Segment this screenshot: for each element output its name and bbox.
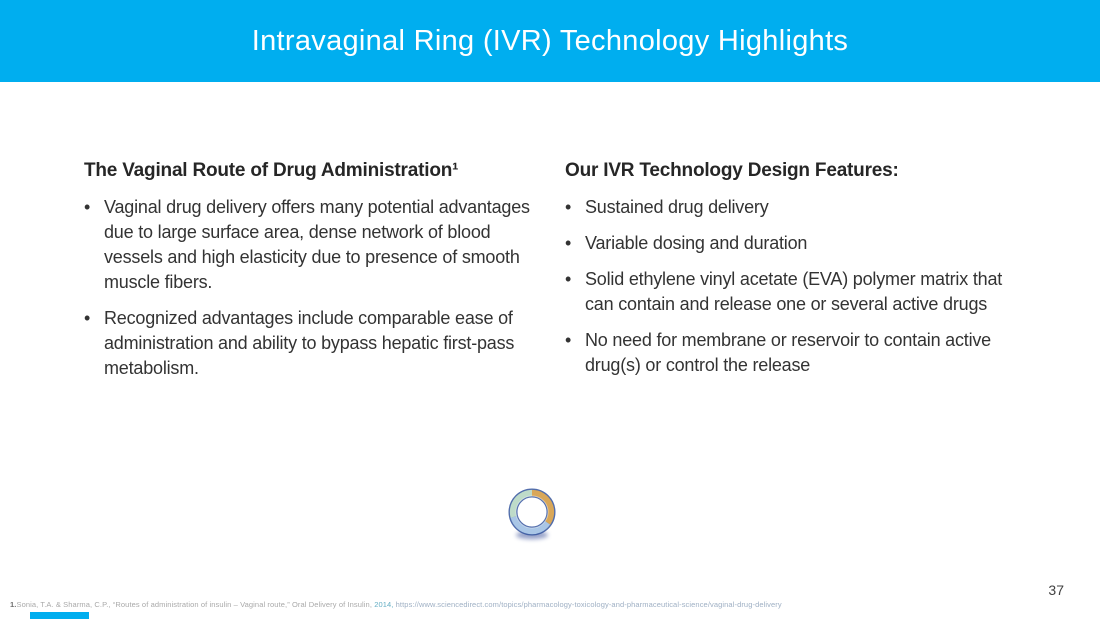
- left-column-heading: The Vaginal Route of Drug Administration…: [84, 160, 459, 181]
- list-item: • Recognized advantages include comparab…: [84, 306, 532, 381]
- bullet-marker: •: [84, 197, 91, 217]
- ring-highlight: [515, 495, 549, 529]
- ring-segment-blue: [510, 515, 551, 535]
- left-bullet-list: • Vaginal drug delivery offers many pote…: [84, 195, 532, 381]
- list-item: • Vaginal drug delivery offers many pote…: [84, 195, 532, 295]
- footnote-year: 2014,: [374, 600, 396, 609]
- footnote-citation: Sonia, T.A. & Sharma, C.P., “Routes of a…: [16, 600, 375, 609]
- bullet-text: Recognized advantages include comparable…: [104, 308, 515, 378]
- bullet-marker: •: [565, 233, 572, 253]
- page-number: 37: [1048, 582, 1064, 598]
- list-item: • Sustained drug delivery: [565, 195, 1023, 220]
- list-item: • No need for membrane or reservoir to c…: [565, 328, 1023, 378]
- right-column-heading: Our IVR Technology Design Features:: [565, 160, 899, 181]
- left-column: The Vaginal Route of Drug Administration…: [84, 160, 532, 392]
- title-banner: Intravaginal Ring (IVR) Technology Highl…: [0, 0, 1100, 82]
- right-bullet-list: • Sustained drug delivery • Variable dos…: [565, 195, 1023, 378]
- footnote-marker: 1.: [10, 600, 17, 609]
- bullet-marker: •: [84, 308, 91, 328]
- bottom-left-accent-bar: [30, 612, 89, 619]
- ivr-ring-graphic: [508, 488, 556, 540]
- bullet-text: Sustained drug delivery: [585, 197, 769, 217]
- bullet-marker: •: [565, 197, 572, 217]
- footnote: 1.Sonia, T.A. & Sharma, C.P., “Routes of…: [10, 600, 1070, 609]
- footnote-url-link[interactable]: https://www.sciencedirect.com/topics/pha…: [395, 600, 782, 609]
- ring-segment-green: [509, 489, 533, 518]
- bullet-marker: •: [565, 330, 572, 350]
- bullet-text: Solid ethylene vinyl acetate (EVA) polym…: [585, 269, 1003, 314]
- list-item: • Solid ethylene vinyl acetate (EVA) pol…: [565, 267, 1023, 317]
- bullet-text: No need for membrane or reservoir to con…: [585, 330, 991, 375]
- bullet-marker: •: [565, 269, 572, 289]
- list-item: • Variable dosing and duration: [565, 231, 1023, 256]
- bullet-text: Vaginal drug delivery offers many potent…: [104, 197, 530, 292]
- ring-segment-gold: [531, 489, 555, 525]
- bullet-text: Variable dosing and duration: [585, 233, 808, 253]
- ivr-ring-image: [500, 485, 564, 547]
- right-column: Our IVR Technology Design Features: • Su…: [565, 160, 1023, 389]
- slide-title: Intravaginal Ring (IVR) Technology Highl…: [251, 24, 849, 57]
